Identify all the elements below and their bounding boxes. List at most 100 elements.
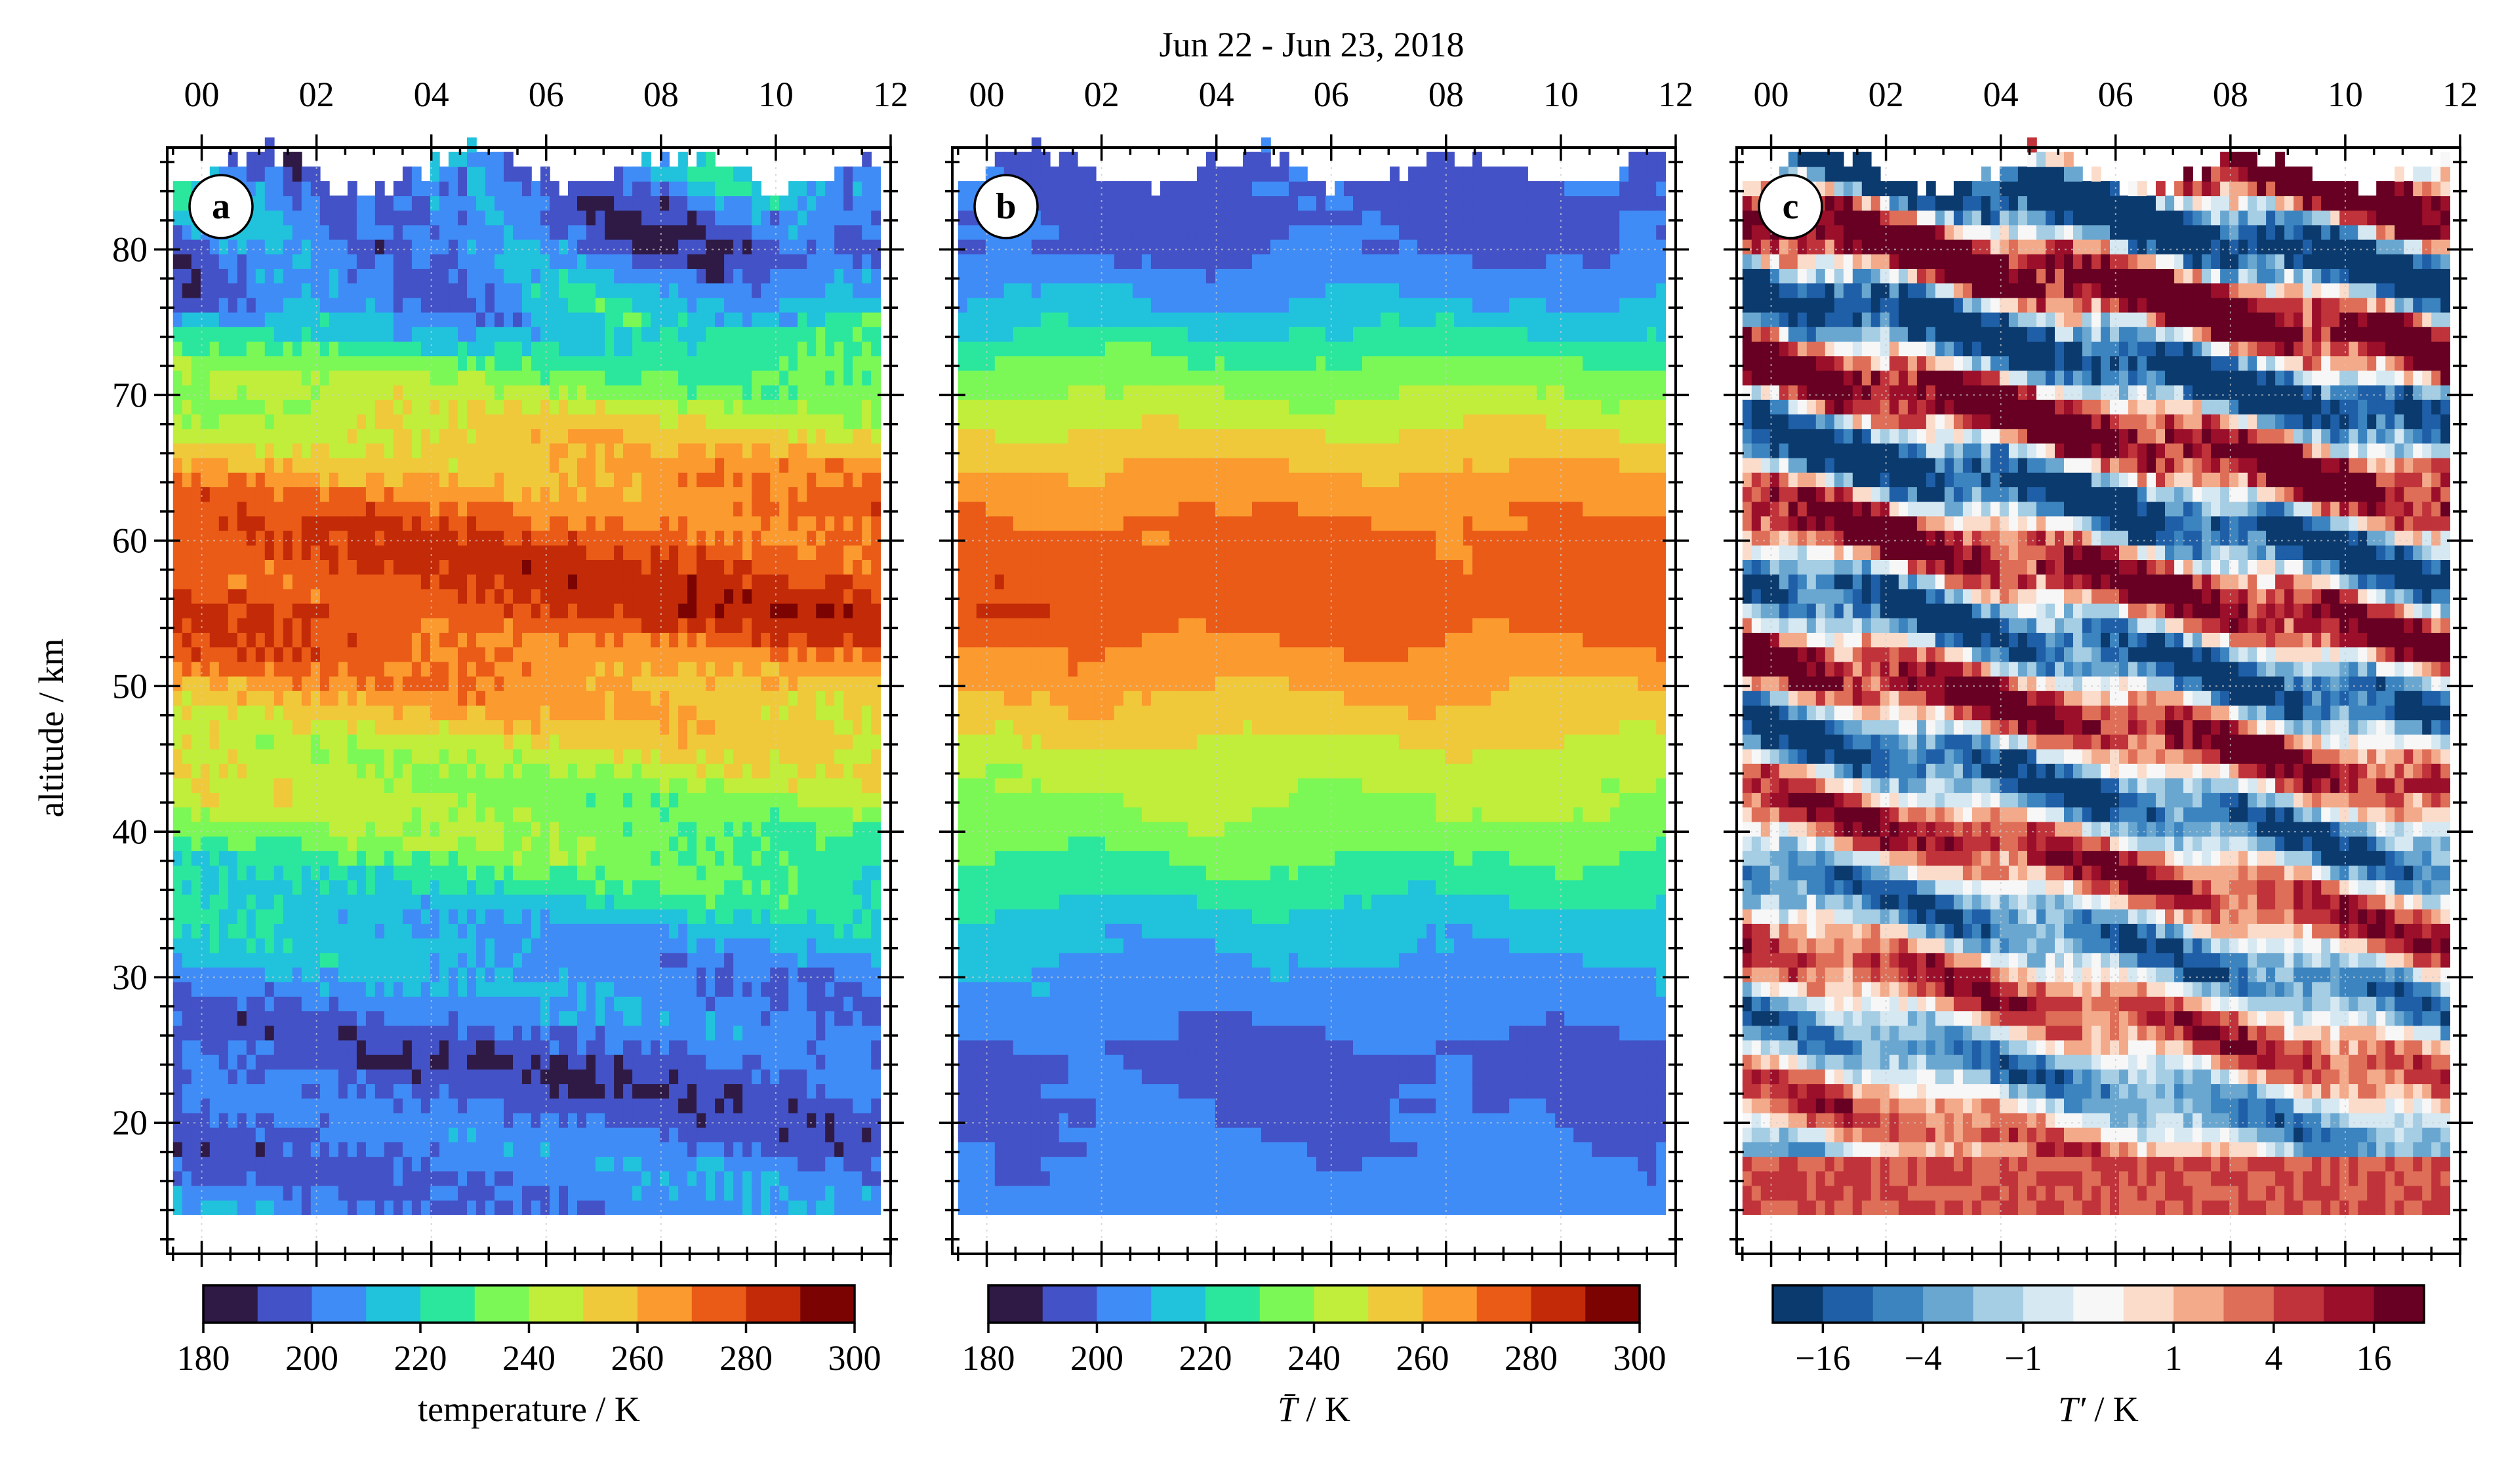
colorbar-tick-label: 220 — [1179, 1338, 1232, 1378]
x-tick-label: 06 — [2098, 75, 2133, 114]
colorbar-swatch — [1097, 1285, 1152, 1323]
colorbar-swatch — [2223, 1285, 2274, 1323]
colorbar-label: temperature / K — [418, 1390, 640, 1429]
x-tick-label: 10 — [758, 75, 794, 114]
heatmap-field-b — [958, 137, 1666, 1215]
colorbar-c: −16 −4 −1 1 4 16 T′ / K — [1771, 1284, 2425, 1429]
axes-frame-c — [1735, 146, 2461, 1255]
colorbar-swatch — [1973, 1285, 2024, 1323]
colorbar-swatch — [2023, 1285, 2074, 1323]
panel-c: 00 02 04 06 08 10 12 c −16 −4 −1 1 4 16 T′ / K — [1724, 75, 2478, 1429]
panel-label: b — [996, 186, 1016, 227]
axes-frame-b — [951, 146, 1677, 1255]
colorbar-swatch — [746, 1285, 801, 1323]
colorbar-swatch — [1205, 1285, 1261, 1323]
colorbar-swatch — [2073, 1285, 2124, 1323]
colorbar-swatch — [420, 1285, 475, 1323]
x-tick-label: 12 — [873, 75, 908, 114]
panel-label-badge — [1758, 174, 1823, 239]
panel-label-badge — [188, 174, 254, 239]
colorbar-swatch — [691, 1285, 747, 1323]
colorbar-tick-label: 260 — [1396, 1338, 1449, 1378]
colorbar-swatch — [1042, 1285, 1098, 1323]
x-tick-label: 08 — [2213, 75, 2248, 114]
colorbar-swatch — [2123, 1285, 2174, 1323]
colorbar-tick-label: 260 — [611, 1338, 664, 1378]
x-tick-label: 02 — [1084, 75, 1120, 114]
colorbar-tick-label: 180 — [177, 1338, 230, 1378]
x-tick-label: 12 — [2442, 75, 2478, 114]
colorbar-swatch — [1872, 1285, 1924, 1323]
x-tick-label: 08 — [1428, 75, 1464, 114]
ticks-c — [1724, 134, 2473, 1267]
colorbar-tick-label: −16 — [1795, 1338, 1850, 1378]
y-tick-label: 50 — [112, 666, 148, 706]
colorbar-swatch — [257, 1285, 313, 1323]
heatmap-field-a — [172, 137, 881, 1215]
axes-frame-a — [166, 146, 892, 1255]
colorbar-tick-label: 220 — [394, 1338, 447, 1378]
colorbar-tick-label: 280 — [719, 1338, 773, 1378]
x-tick-label: 02 — [1869, 75, 1904, 114]
colorbar-tick-label: −1 — [2004, 1338, 2042, 1378]
panel-label: a — [212, 186, 230, 227]
colorbar-tick-label: 16 — [2356, 1338, 2392, 1378]
colorbar-swatch — [800, 1285, 855, 1323]
panel-a: 00 02 04 06 08 10 12 20 30 40 50 60 70 80 a 180 200 220 24… — [112, 75, 908, 1429]
colorbar-swatch — [366, 1285, 421, 1323]
heatmap-field-c — [1742, 137, 2450, 1215]
colorbar-swatch — [1923, 1285, 1974, 1323]
colorbar-tick-label: 240 — [1287, 1338, 1341, 1378]
x-tick-label: 06 — [1314, 75, 1349, 114]
colorbar-swatch — [474, 1285, 530, 1323]
colorbar-swatch — [1368, 1285, 1423, 1323]
colorbar-swatch — [1476, 1285, 1532, 1323]
ticks-a — [154, 134, 904, 1267]
colorbar-tick-label: 180 — [962, 1338, 1015, 1378]
colorbar-swatch — [1823, 1285, 1874, 1323]
y-tick-label: 60 — [112, 521, 148, 560]
colorbar-swatch — [2324, 1285, 2375, 1323]
colorbar-swatch — [2173, 1285, 2225, 1323]
colorbar-swatch — [1259, 1285, 1315, 1323]
colorbar-swatch — [1314, 1285, 1369, 1323]
colorbar-tick-label: 4 — [2265, 1338, 2282, 1378]
colorbar-tick-label: 300 — [1613, 1338, 1667, 1378]
colorbar-swatch — [988, 1285, 1043, 1323]
colorbar-tick-label: 280 — [1505, 1338, 1558, 1378]
colorbar-swatch — [1773, 1285, 1823, 1323]
x-tick-label: 10 — [1543, 75, 1579, 114]
y-tick-label: 30 — [112, 957, 148, 997]
y-axis-label: altitude / km — [31, 639, 71, 818]
colorbar-tick-label: −4 — [1904, 1338, 1941, 1378]
figure-title: Jun 22 - Jun 23, 2018 — [1159, 25, 1464, 64]
x-tick-label: 12 — [1658, 75, 1693, 114]
colorbar-swatch — [637, 1285, 693, 1323]
x-tick-label: 00 — [1754, 75, 1789, 114]
colorbar-label: T′ / K — [2058, 1390, 2139, 1429]
colorbar-swatch — [2273, 1285, 2324, 1323]
y-tick-label: 40 — [112, 812, 148, 851]
x-tick-label: 04 — [1199, 75, 1234, 114]
colorbar-label: T̄ / K — [1278, 1390, 1350, 1429]
x-tick-label: 10 — [2328, 75, 2363, 114]
x-tick-label: 00 — [184, 75, 220, 114]
colorbar-tick-label: 200 — [1070, 1338, 1123, 1378]
x-tick-label: 08 — [643, 75, 679, 114]
colorbar-b: 180 200 220 240 260 280 300 T̄ / K — [962, 1284, 1667, 1429]
colorbar-swatch — [312, 1285, 367, 1323]
x-tick-label: 04 — [414, 75, 449, 114]
panel-label: c — [1783, 186, 1799, 227]
x-tick-label: 06 — [529, 75, 564, 114]
colorbar-tick-label: 300 — [828, 1338, 881, 1378]
colorbar-swatch — [529, 1285, 584, 1323]
colorbar-swatch — [1531, 1285, 1586, 1323]
panel-b: 00 02 04 06 08 10 12 b 180 200 220 240 260 280 300 T̄ /… — [939, 75, 1693, 1429]
colorbar-tick-label: 200 — [285, 1338, 338, 1378]
colorbar-tick-label: 1 — [2165, 1338, 2183, 1378]
y-tick-label: 20 — [112, 1103, 148, 1142]
colorbar-swatch — [1585, 1285, 1640, 1323]
y-tick-label: 80 — [112, 230, 148, 269]
